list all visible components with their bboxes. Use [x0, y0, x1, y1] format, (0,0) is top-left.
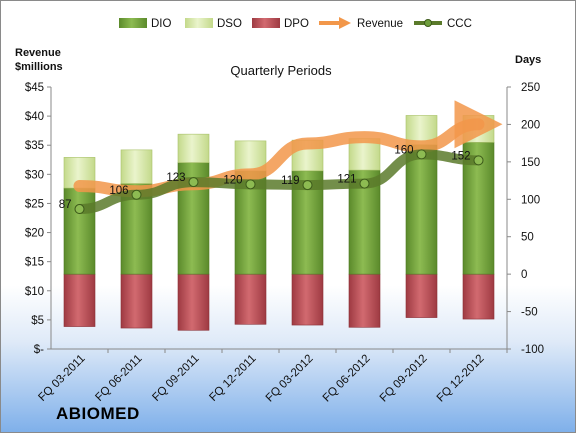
bar-dso: [234, 140, 267, 172]
legend-label-dpo: DPO: [284, 18, 309, 30]
ccc-data-label: 120: [223, 174, 242, 186]
y-left-tick-label: $5: [31, 315, 44, 327]
x-tick-label: FQ 03-2011: [36, 353, 87, 404]
bar-dpo: [234, 273, 267, 325]
y-left-tick-label: $35: [25, 140, 44, 152]
legend-swatch-dio: [119, 18, 147, 28]
y-right-tick-label: 0: [521, 269, 527, 281]
legend-item-dio: DIO: [119, 18, 172, 30]
x-tick-label: FQ 06-2012: [321, 353, 373, 405]
y-right-tick-label: 50: [521, 232, 534, 244]
y-right-title: Days: [515, 54, 541, 66]
ccc-point: [416, 149, 427, 160]
y-right-tick-label: 100: [521, 194, 540, 206]
bar-dpo: [63, 273, 96, 327]
ccc-point: [131, 189, 142, 200]
y-left-tick-label: $30: [25, 169, 44, 181]
legend-swatch-dpo: [252, 18, 280, 28]
bar-dio: [63, 187, 96, 275]
ccc-point: [302, 180, 313, 191]
ccc-data-label: 152: [451, 150, 470, 162]
bar-dpo: [348, 273, 381, 328]
legend-item-dpo: DPO: [252, 18, 309, 30]
x-tick-label: FQ 12-2012: [435, 353, 487, 405]
y-left-title-line1: Revenue: [15, 47, 61, 59]
bar-dpo: [405, 273, 438, 318]
bar-dso: [120, 149, 153, 184]
arrow-icon: [339, 17, 351, 29]
bar-dpo: [462, 273, 495, 320]
legend-label-ccc: CCC: [447, 18, 472, 30]
y-right-tick-label: 200: [521, 119, 540, 131]
ccc-data-label: 123: [166, 172, 185, 184]
x-tick-label: FQ 09-2012: [378, 353, 430, 405]
ccc-point: [245, 179, 256, 190]
ccc-data-label: 119: [281, 175, 299, 187]
y-left-tick-label: $25: [25, 198, 44, 210]
bar-dio: [405, 144, 438, 275]
bar-dpo: [120, 273, 153, 329]
legend-item-revenue: Revenue: [319, 17, 403, 30]
circle-marker-icon: [424, 19, 432, 27]
ccc-point: [188, 177, 199, 188]
bar-dso: [177, 133, 210, 163]
bar-dpo: [177, 273, 210, 331]
y-left-tick-label: $10: [25, 286, 44, 298]
x-tick-label: FQ 12-2011: [207, 353, 258, 404]
ccc-point: [74, 204, 85, 215]
ccc-point: [359, 178, 370, 189]
x-tick-label: FQ 03-2012: [264, 353, 316, 405]
bar-dpo: [291, 273, 324, 326]
y-right-tick-label: 150: [521, 157, 540, 169]
ccc-data-label: 160: [394, 144, 413, 156]
x-tick-label: FQ 06-2011: [93, 353, 144, 404]
bar-dso: [348, 138, 381, 171]
y-left-tick-label: $40: [25, 111, 44, 123]
y-left-tick-label: $20: [25, 228, 44, 240]
y-right-tick-label: -100: [521, 344, 544, 356]
legend-label-dso: DSO: [217, 18, 242, 30]
x-tick-label: FQ 09-2011: [150, 353, 201, 404]
y-left-tick-label: $-: [34, 344, 44, 356]
legend-item-ccc: CCC: [414, 18, 472, 30]
y-left-title-line2: $millions: [15, 61, 63, 73]
ccc-data-label: 106: [109, 185, 128, 197]
x-ticks: FQ 03-2011 FQ 06-2011 FQ 09-2011 FQ 12-2011…: [36, 349, 508, 405]
y-right-tick-label: -50: [521, 307, 538, 319]
ccc-point: [473, 155, 484, 166]
legend-item-dso: DSO: [185, 18, 242, 30]
y-left-ticks: $- $5 $10 $15 $20 $25 $30 $35 $40 $45: [25, 82, 51, 356]
y-left-tick-label: $15: [25, 257, 44, 269]
legend-label-revenue: Revenue: [357, 18, 403, 30]
y-left-tick-label: $45: [25, 82, 44, 94]
chart-title: Quarterly Periods: [230, 63, 332, 78]
ccc-data-label: 87: [59, 199, 72, 211]
y-right-ticks: -100 -50 0 50 100 150 200 250: [507, 82, 544, 356]
ccc-series: 87 106 123 120 119 121 160 152: [59, 144, 484, 215]
company-name: ABIOMED: [56, 404, 140, 423]
legend-swatch-dso: [185, 18, 213, 28]
y-right-tick-label: 250: [521, 82, 540, 94]
ccc-data-label: 121: [337, 174, 356, 186]
legend: DIO DSO DPO Revenue CCC: [119, 17, 472, 30]
legend-label-dio: DIO: [151, 18, 172, 30]
